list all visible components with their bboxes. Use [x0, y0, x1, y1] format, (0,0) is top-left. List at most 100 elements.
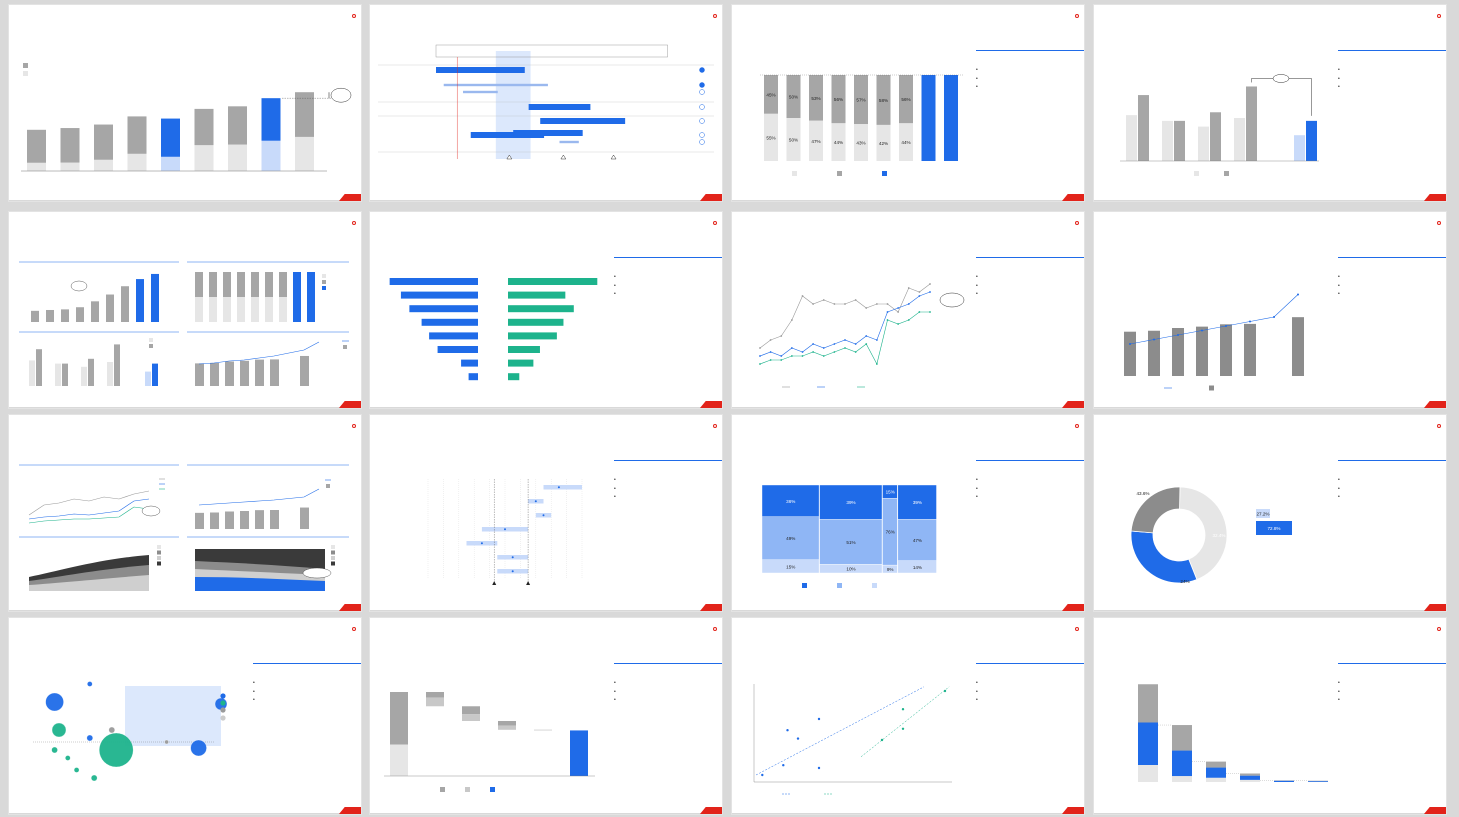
legend-swatch [837, 171, 842, 176]
brand-tab [700, 401, 722, 408]
segment-company-a [831, 123, 846, 161]
bar-product-b [508, 291, 566, 299]
bar-online [1126, 115, 1137, 161]
bullet-dot: • [1338, 494, 1340, 500]
legend-swatch [343, 345, 347, 349]
slide-card[interactable] [8, 414, 362, 612]
comments-heading [976, 459, 1084, 461]
segment-channel-2 [1308, 781, 1328, 782]
area-callout [302, 567, 332, 579]
difference-callout[interactable] [330, 87, 352, 103]
highlight-region [125, 686, 221, 746]
slide-card[interactable]: • • • [1093, 211, 1447, 409]
segment-channel-2 [1138, 722, 1158, 765]
status-icon [699, 118, 705, 124]
bar-online [1234, 118, 1245, 161]
logo-mark-icon [1437, 14, 1441, 18]
footer-rule [732, 406, 1084, 408]
series-point [886, 303, 889, 305]
mini-bar [151, 273, 159, 322]
legend-swatch-emea [23, 63, 28, 68]
gantt-bar [436, 67, 525, 73]
series-point [897, 311, 900, 313]
segment-pct: 39% [913, 500, 922, 505]
donut-slice [1130, 530, 1198, 584]
legend-swatch [872, 583, 877, 588]
slide-card[interactable]: • • • 43.6% 32.4% 24% 27.2% 72.8% [1093, 414, 1447, 612]
bubble [65, 755, 71, 761]
slide-card[interactable]: • • • [369, 211, 723, 409]
series-point [801, 351, 804, 353]
slide-card[interactable]: • • • [731, 211, 1085, 409]
bar-product-b [508, 318, 564, 326]
mini-revenue [240, 511, 249, 529]
segment-channel-2 [1206, 767, 1226, 778]
legend-swatch [157, 556, 161, 560]
segment-channel-1 [1138, 684, 1158, 723]
scatter-point [817, 766, 821, 770]
slide-card[interactable]: • • • [1093, 4, 1447, 202]
mini-line [28, 506, 150, 524]
mini-revenue [210, 362, 219, 386]
series-line [759, 311, 930, 365]
mini-100-b [195, 272, 203, 297]
footer-rule [732, 609, 1084, 611]
gantt-bar [528, 104, 591, 110]
legend-dot-icon [220, 707, 226, 713]
bar-bu1 [498, 720, 516, 726]
bullet-dot: • [614, 485, 616, 492]
slide-card[interactable]: • • • [731, 617, 1085, 815]
mini-100-a [279, 297, 287, 322]
logo-mark-icon [713, 424, 717, 428]
bullet-dot: • [614, 494, 616, 500]
series-point [918, 311, 921, 313]
cagr-bubble [70, 280, 88, 292]
donut-slice [1179, 486, 1228, 581]
slide-card[interactable]: • • • 15% 49% 36% 10% 51% 39% 9% 76% 15% 14% 47% 39% [731, 414, 1085, 612]
status-icon [699, 132, 705, 138]
bullet-dot: • [976, 67, 978, 73]
slide-card[interactable] [369, 4, 723, 202]
units-point [1249, 320, 1251, 323]
series-point [854, 299, 857, 301]
series-line [759, 291, 931, 357]
slide-card[interactable]: • • • 55% 45% 50% 50% 47% 53% 44% 56% 43% 57% 42% 58% 4… [731, 4, 1085, 202]
mini-revenue [300, 507, 309, 529]
slide-card[interactable]: • • • [1093, 617, 1447, 815]
difference-arrow[interactable] [1251, 78, 1312, 116]
comments-heading [976, 256, 1084, 258]
mekko-chart: 15% 49% 36% 10% 51% 39% 9% 76% 15% 14% 47% 39% [761, 484, 937, 588]
footer-rule [370, 812, 722, 814]
mini-100-a [195, 297, 203, 322]
bar-americas [94, 159, 113, 171]
series-point [769, 359, 772, 361]
segment-yearly-sum [921, 75, 936, 161]
milestone-icon [610, 154, 617, 160]
bullet-dot: • [976, 485, 978, 492]
mekko-segment [897, 519, 937, 561]
segment-company-a [786, 118, 801, 161]
slide-card[interactable]: • • • [369, 617, 723, 815]
units-line [1129, 294, 1299, 345]
mini-online [81, 366, 87, 386]
series-point [918, 295, 921, 297]
slide-card[interactable] [8, 4, 362, 202]
bar-product-a [461, 359, 478, 367]
legend-swatch [1224, 171, 1229, 176]
mini-revenue [195, 363, 204, 386]
comments-heading [614, 256, 722, 258]
slide-card[interactable] [8, 211, 362, 409]
segment-pct: 36% [786, 499, 795, 504]
clustered-column-chart [1120, 74, 1319, 176]
segment-company-a [854, 124, 868, 161]
footer-rule [370, 609, 722, 611]
bubble [164, 739, 169, 745]
series-point [929, 311, 931, 313]
legend-swatch [837, 583, 842, 588]
bar-product-a [421, 318, 478, 326]
slide-card[interactable]: • • • [8, 617, 362, 815]
mini-100-b [209, 272, 217, 297]
brand-tab [1424, 604, 1446, 611]
slide-card[interactable]: • • • [369, 414, 723, 612]
logo-mark-icon [352, 221, 356, 225]
